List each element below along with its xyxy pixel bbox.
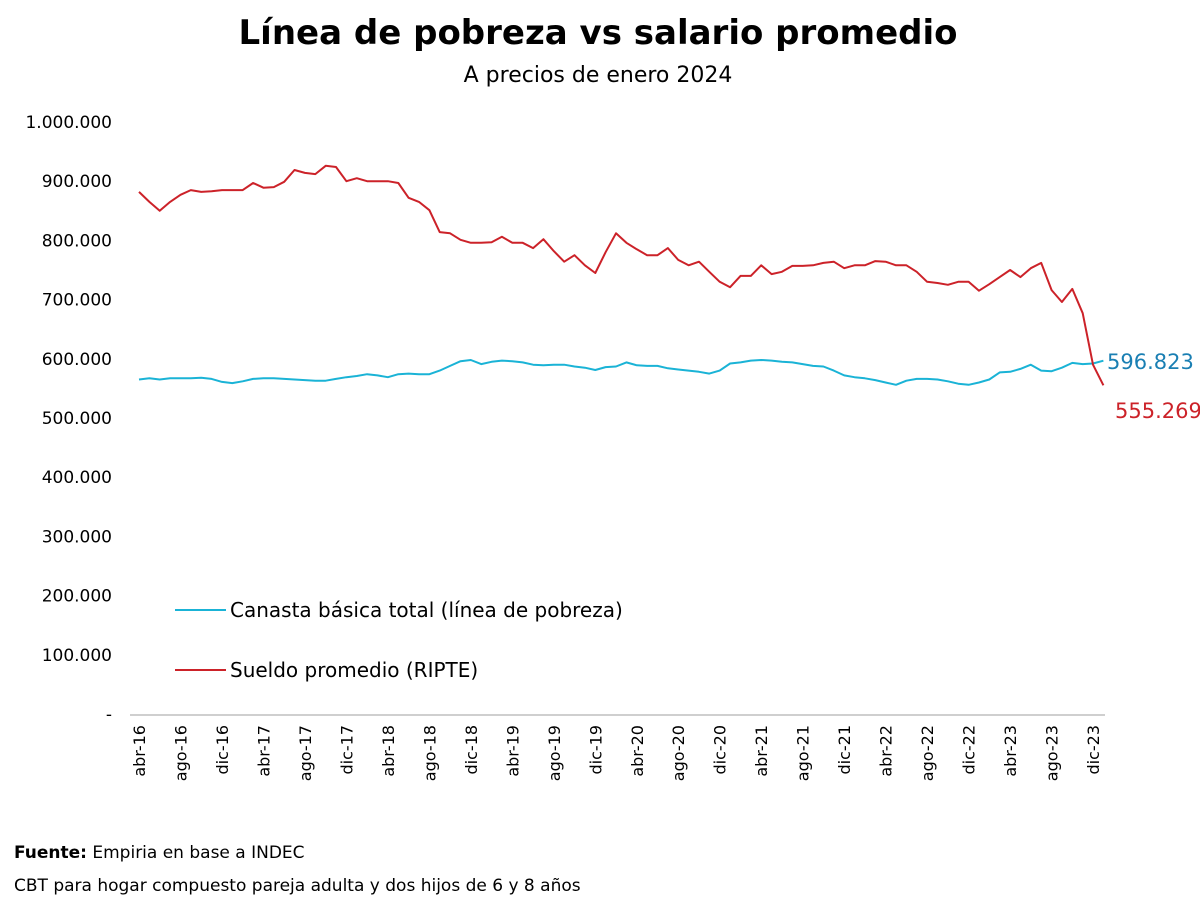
y-tick-label: 1.000.000: [25, 113, 112, 133]
y-tick-label: -: [106, 705, 112, 725]
end-label-sueldo: 555.269: [1115, 399, 1200, 423]
x-tick-label: dic-20: [711, 725, 730, 775]
x-tick-label: abr-20: [628, 725, 647, 777]
y-tick-label: 400.000: [42, 468, 112, 488]
legend-label-canasta: Canasta básica total (línea de pobreza): [230, 598, 623, 622]
series-line-sueldo: [138, 164, 1105, 386]
x-tick-label: dic-16: [213, 725, 232, 775]
y-tick-label: 800.000: [42, 231, 112, 251]
x-tick-label: abr-22: [877, 725, 896, 777]
x-tick-label: ago-21: [794, 725, 813, 781]
series-line-canasta: [138, 359, 1104, 386]
x-tick-label: dic-21: [835, 725, 854, 775]
x-tick-label: ago-16: [171, 725, 190, 781]
series-lines: [138, 164, 1105, 386]
x-tick-label: dic-18: [462, 725, 481, 775]
x-tick-label: abr-18: [379, 725, 398, 777]
x-tick-label: abr-23: [1001, 725, 1020, 777]
y-tick-label: 100.000: [42, 646, 112, 666]
x-tick-label: ago-22: [918, 725, 937, 781]
y-tick-label: 300.000: [42, 527, 112, 547]
x-axis-ticks: abr-16 ago-16 dic-16 abr-17 ago-17 dic-17 abr-…: [130, 725, 1103, 781]
x-tick-label: abr-21: [752, 725, 771, 777]
chart-subtitle: A precios de enero 2024: [464, 63, 733, 88]
x-tick-label: abr-16: [130, 725, 149, 777]
x-tick-label: abr-17: [254, 725, 273, 777]
y-tick-label: 500.000: [42, 409, 112, 429]
y-tick-label: 700.000: [42, 291, 112, 311]
x-tick-label: dic-22: [960, 725, 979, 775]
x-tick-label: ago-23: [1043, 725, 1062, 781]
x-tick-label: abr-19: [503, 725, 522, 777]
x-tick-label: dic-19: [586, 725, 605, 775]
footer-source-text: Empiria en base a INDEC: [87, 843, 305, 863]
x-tick-label: ago-18: [420, 725, 439, 781]
end-label-canasta: 596.823: [1107, 350, 1194, 374]
x-tick-label: ago-20: [669, 725, 688, 781]
footer-source-label: Fuente:: [14, 843, 87, 863]
footer-note: CBT para hogar compuesto pareja adulta y…: [14, 876, 581, 896]
y-tick-label: 200.000: [42, 587, 112, 607]
x-tick-label: ago-17: [296, 725, 315, 781]
y-tick-label: 900.000: [42, 172, 112, 192]
legend: Canasta básica total (línea de pobreza) …: [175, 598, 623, 682]
x-tick-label: dic-23: [1084, 725, 1103, 775]
legend-label-sueldo: Sueldo promedio (RIPTE): [230, 658, 478, 682]
footer-source: Fuente: Empiria en base a INDEC: [14, 843, 305, 863]
y-axis-ticks: - 100.000 200.000 300.000 400.000 500.000 600.…: [25, 113, 112, 725]
chart-title: Línea de pobreza vs salario promedio: [239, 13, 958, 53]
x-tick-label: dic-17: [337, 725, 356, 775]
y-tick-label: 600.000: [42, 350, 112, 370]
x-tick-label: ago-19: [545, 725, 564, 781]
